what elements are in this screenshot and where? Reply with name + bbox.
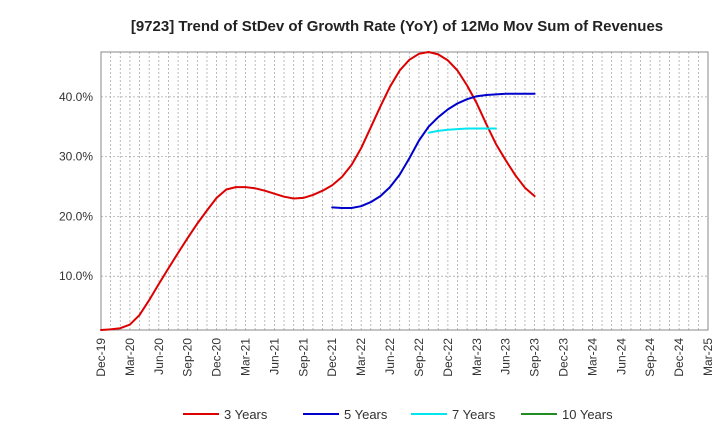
x-tick-label: Sep-22 (412, 338, 426, 377)
x-tick-label: Dec-22 (441, 338, 455, 377)
legend-label-10-years: 10 Years (562, 407, 613, 422)
x-tick-label: Jun-21 (267, 338, 281, 375)
x-tick-label: Dec-23 (556, 338, 570, 377)
x-tick-label: Mar-25 (701, 338, 715, 376)
series-line-5-years (331, 92, 536, 209)
chart-title: [9723] Trend of StDev of Growth Rate (Yo… (131, 18, 663, 35)
x-tick-label: Mar-20 (123, 338, 137, 376)
y-tick-label: 40.0% (59, 90, 93, 104)
chart-grid (101, 52, 708, 330)
legend: 3 Years 5 Years 7 Years 10 Years (183, 407, 613, 422)
x-tick-label: Mar-23 (470, 338, 484, 376)
y-tick-label: 10.0% (59, 269, 93, 283)
x-tick-label: Jun-23 (499, 338, 513, 375)
x-tick-label: Mar-24 (585, 338, 599, 376)
legend-label-3-years: 3 Years (224, 407, 268, 422)
plot-area (100, 51, 709, 331)
x-tick-label: Jun-20 (152, 338, 166, 375)
x-tick-label: Dec-19 (94, 338, 108, 377)
x-tick-label: Jun-24 (614, 338, 628, 375)
y-tick-label: 30.0% (59, 150, 93, 164)
legend-label-7-years: 7 Years (452, 407, 496, 422)
x-tick-label: Sep-24 (643, 338, 657, 377)
x-tick-label: Sep-20 (181, 338, 195, 377)
series-lines (100, 51, 536, 331)
x-tick-label: Mar-22 (354, 338, 368, 376)
x-tick-label: Sep-23 (528, 338, 542, 377)
x-tick-label: Sep-21 (296, 338, 310, 377)
y-axis-ticks: 10.0% 20.0% 30.0% 40.0% (59, 90, 93, 283)
x-tick-label: Dec-20 (210, 338, 224, 377)
x-axis-ticks: Dec-19 Mar-20 Jun-20 Sep-20 Dec-20 Mar-21 Jun-… (94, 338, 715, 377)
y-tick-label: 20.0% (59, 209, 93, 223)
series-line-7-years (427, 127, 497, 134)
legend-label-5-years: 5 Years (344, 407, 388, 422)
x-tick-label: Dec-21 (325, 338, 339, 377)
series-line-3-years (100, 51, 536, 331)
x-tick-label: Jun-22 (383, 338, 397, 375)
x-tick-label: Mar-21 (239, 338, 253, 376)
x-tick-label: Dec-24 (672, 338, 686, 377)
